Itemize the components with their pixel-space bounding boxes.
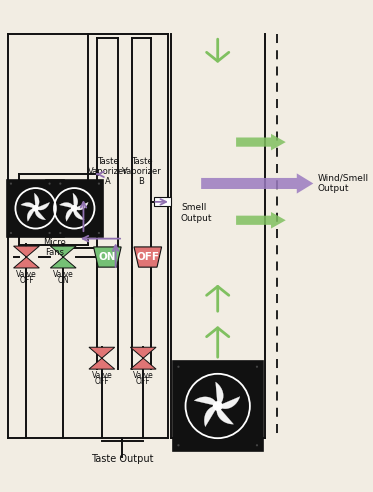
Text: Valve: Valve	[53, 270, 73, 279]
Polygon shape	[50, 246, 76, 257]
Polygon shape	[236, 212, 286, 228]
Text: Valve: Valve	[16, 270, 37, 279]
Polygon shape	[13, 246, 39, 257]
Circle shape	[256, 366, 258, 368]
Text: OFF: OFF	[136, 252, 159, 262]
Polygon shape	[27, 208, 36, 221]
Polygon shape	[89, 347, 115, 358]
Circle shape	[72, 206, 77, 211]
Polygon shape	[13, 257, 39, 268]
Circle shape	[98, 183, 100, 184]
Polygon shape	[236, 134, 286, 151]
Polygon shape	[134, 247, 162, 267]
Text: ON: ON	[98, 252, 116, 262]
Circle shape	[10, 232, 12, 234]
Polygon shape	[74, 202, 88, 210]
Polygon shape	[204, 406, 218, 427]
Polygon shape	[194, 397, 218, 406]
Text: OFF: OFF	[94, 377, 109, 386]
Text: Taste
Vaporizer
B: Taste Vaporizer B	[122, 156, 161, 186]
Bar	[173, 361, 263, 451]
Circle shape	[98, 232, 100, 234]
Circle shape	[213, 402, 222, 410]
Polygon shape	[201, 173, 313, 193]
Polygon shape	[35, 208, 46, 220]
Text: Fan: Fan	[210, 441, 225, 450]
Circle shape	[33, 206, 38, 211]
Text: Valve: Valve	[91, 371, 112, 380]
Polygon shape	[130, 358, 156, 369]
Circle shape	[48, 232, 51, 234]
Polygon shape	[21, 203, 36, 208]
Text: Taste Output: Taste Output	[91, 454, 153, 464]
Text: Wind/Smell
Output: Wind/Smell Output	[318, 174, 369, 193]
Polygon shape	[66, 208, 74, 221]
Circle shape	[177, 366, 179, 368]
Polygon shape	[218, 397, 240, 409]
Polygon shape	[59, 203, 74, 208]
Circle shape	[177, 444, 179, 446]
Circle shape	[10, 183, 12, 184]
Polygon shape	[34, 193, 39, 208]
Bar	[154, 197, 171, 207]
Polygon shape	[216, 382, 223, 406]
Text: Taste
Vaporizer
A: Taste Vaporizer A	[88, 156, 128, 186]
Text: Valve: Valve	[133, 371, 154, 380]
Bar	[7, 180, 64, 237]
Text: ON: ON	[57, 276, 69, 285]
Text: Micro
Fans: Micro Fans	[44, 238, 66, 257]
Polygon shape	[50, 257, 76, 268]
Polygon shape	[73, 193, 78, 208]
Circle shape	[256, 444, 258, 446]
Text: Smell
Output: Smell Output	[181, 203, 212, 222]
Bar	[46, 180, 103, 237]
Text: OFF: OFF	[136, 377, 151, 386]
Polygon shape	[89, 358, 115, 369]
Text: OFF: OFF	[19, 276, 34, 285]
Polygon shape	[36, 202, 50, 210]
Polygon shape	[74, 208, 84, 220]
Polygon shape	[130, 347, 156, 358]
Circle shape	[59, 232, 62, 234]
Circle shape	[48, 183, 51, 184]
Polygon shape	[217, 406, 233, 424]
Polygon shape	[94, 247, 121, 267]
Circle shape	[59, 183, 62, 184]
